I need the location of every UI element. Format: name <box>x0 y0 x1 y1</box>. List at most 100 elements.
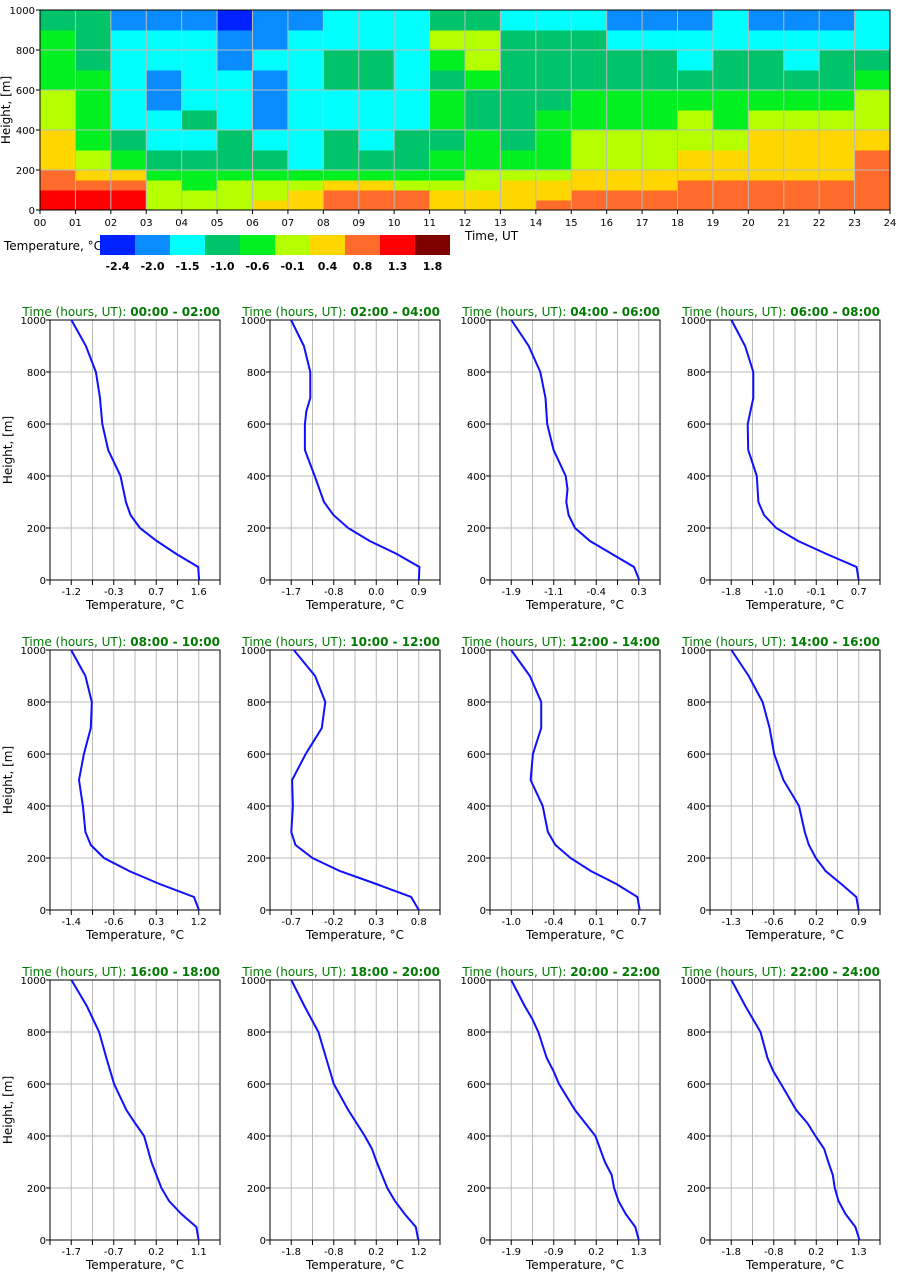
profile-line <box>70 319 201 581</box>
heatmap-cell <box>819 10 856 31</box>
heatmap-cell <box>535 110 572 131</box>
heatmap-cell <box>677 90 714 111</box>
colorbar-swatch <box>100 235 135 255</box>
heatmap-cell <box>712 70 749 91</box>
heatmap-cell <box>783 170 820 181</box>
heatmap-cell <box>323 150 360 171</box>
heatmap-cell <box>75 90 112 111</box>
heatmap-cell <box>394 110 431 131</box>
heatmap-cell <box>535 50 572 71</box>
profile-title-period: 18:00 - 20:00 <box>350 965 440 979</box>
profile-y-tick-label: 600 <box>247 1080 266 1091</box>
profile-title-period: 04:00 - 06:00 <box>570 305 660 319</box>
colorbar-swatch <box>205 235 240 255</box>
heatmap-cell <box>358 70 395 91</box>
heatmap-cell <box>181 170 218 181</box>
profile-frame <box>269 649 441 911</box>
heatmap-cell <box>75 130 112 151</box>
heatmap-y-tick-label: 200 <box>16 166 35 177</box>
heatmap-cell <box>465 30 501 51</box>
heatmap-cell <box>606 10 643 31</box>
profile-frame <box>709 319 881 581</box>
heatmap-cell <box>217 180 253 191</box>
heatmap-cell <box>287 10 324 31</box>
profile-y-tick-label: 600 <box>247 750 266 761</box>
profile-title: Time (hours, UT): 10:00 - 12:00 <box>241 635 440 649</box>
heatmap-cell <box>783 90 820 111</box>
heatmap-cell <box>677 130 714 151</box>
heatmap-cell <box>819 70 856 91</box>
profile-x-tick-label: 0.1 <box>588 917 604 928</box>
heatmap-y-tick-label: 400 <box>16 126 35 137</box>
heatmap-cell <box>500 90 537 111</box>
heatmap-cell <box>571 30 608 51</box>
heatmap-cell <box>429 130 466 151</box>
heatmap-cell <box>146 90 183 111</box>
heatmap-cell <box>783 110 820 131</box>
heatmap-cell <box>181 150 218 171</box>
heatmap-cell <box>854 50 891 71</box>
heatmap-x-tick-label: 23 <box>848 218 861 229</box>
heatmap-cell <box>854 90 891 111</box>
heatmap-cell <box>146 180 183 191</box>
heatmap-cell <box>571 70 608 91</box>
heatmap-cell <box>571 130 608 151</box>
heatmap-cell <box>677 30 714 51</box>
heatmap-cell <box>465 180 501 191</box>
profile-x-tick-label: 1.1 <box>191 1247 207 1258</box>
heatmap-cell <box>146 70 183 91</box>
heatmap-cell <box>287 90 324 111</box>
colorbar-swatch <box>310 235 345 255</box>
heatmap-cell <box>394 70 431 91</box>
profile-y-tick-label: 0 <box>700 576 706 587</box>
profile-title-prefix: Time (hours, UT): <box>461 305 570 319</box>
profile-y-tick-label: 200 <box>467 524 486 535</box>
heatmap-cell <box>642 70 678 91</box>
profile-y-tick-label: 600 <box>27 420 46 431</box>
heatmap-cell <box>535 150 572 171</box>
profile-x-tick-label: -0.6 <box>104 917 124 928</box>
heatmap-cell <box>287 130 324 151</box>
heatmap-cell <box>146 170 183 181</box>
profile-x-label: Temperature, °C <box>525 598 624 612</box>
profile-frame <box>709 649 881 911</box>
heatmap: 00 01 02 03 04 05 06 07 08 09 10 11 12 13 14 15 16 17 18 19… <box>0 6 896 243</box>
profile-title: Time (hours, UT): 12:00 - 14:00 <box>461 635 660 649</box>
heatmap-cell <box>748 200 785 211</box>
heatmap-cell <box>677 150 714 171</box>
heatmap-cell <box>358 50 395 71</box>
heatmap-cell <box>465 190 501 201</box>
heatmap-cell <box>500 110 537 131</box>
heatmap-cell <box>429 90 466 111</box>
profile-x-tick-label: 0.9 <box>851 917 867 928</box>
heatmap-cell <box>783 50 820 71</box>
heatmap-cell <box>146 10 183 31</box>
heatmap-cell <box>677 10 714 31</box>
heatmap-cell <box>181 90 218 111</box>
heatmap-cell <box>40 50 76 71</box>
heatmap-cell <box>677 170 714 181</box>
heatmap-cell <box>712 50 749 71</box>
profile-y-tick-label: 1000 <box>461 646 486 657</box>
heatmap-cell <box>819 170 856 181</box>
heatmap-x-tick-label: 02 <box>104 218 117 229</box>
heatmap-cell <box>642 30 678 51</box>
profile-y-tick-label: 800 <box>467 368 486 379</box>
heatmap-cell <box>748 30 785 51</box>
heatmap-x-tick-label: 22 <box>813 218 826 229</box>
heatmap-cell <box>40 90 76 111</box>
profile-line <box>290 979 420 1241</box>
colorbar-level-label: -1.5 <box>175 260 199 273</box>
heatmap-cell <box>358 150 395 171</box>
profile-title: Time (hours, UT): 14:00 - 16:00 <box>681 635 880 649</box>
heatmap-cell <box>783 200 820 211</box>
heatmap-cell <box>535 130 572 151</box>
heatmap-cell <box>181 10 218 31</box>
profile-panel: 0 200 400 600 800 1000 -1.3 -0.6 0.2 0.9 Time (hou… <box>681 635 881 942</box>
heatmap-cell <box>40 130 76 151</box>
heatmap-cell <box>854 10 891 31</box>
profile-x-tick-label: -1.1 <box>544 587 564 598</box>
heatmap-cell <box>181 130 218 151</box>
profile-y-label: Height, [m] <box>1 746 15 814</box>
heatmap-cell <box>252 200 289 211</box>
